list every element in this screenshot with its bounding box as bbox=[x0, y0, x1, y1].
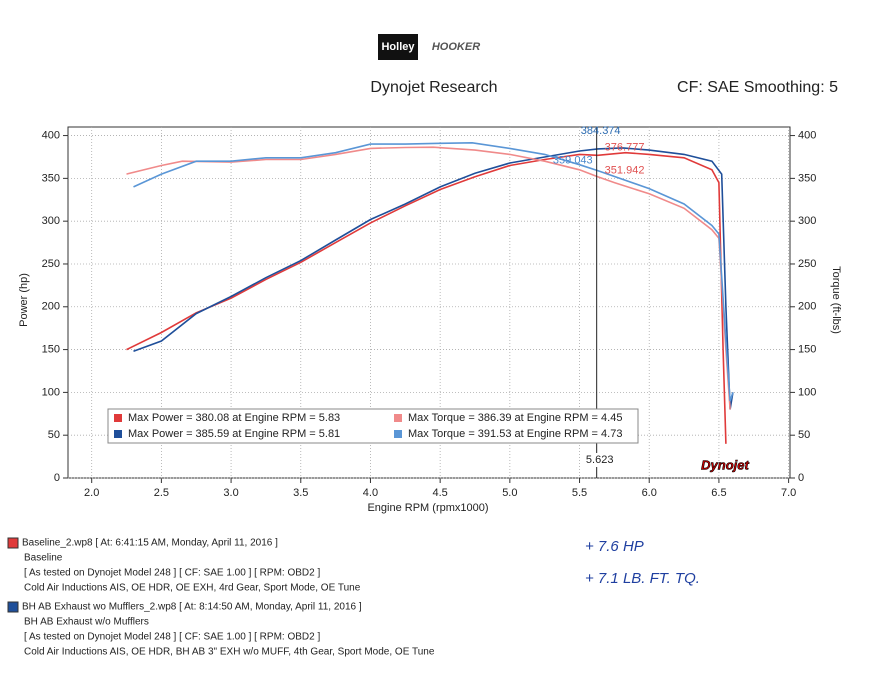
y2-tick-label: 350 bbox=[798, 172, 816, 184]
x-tick-label: 6.0 bbox=[642, 487, 657, 499]
x-tick-label: 2.0 bbox=[84, 487, 99, 499]
y-tick-label: 250 bbox=[42, 258, 60, 270]
handwritten-note: + 7.6 HP bbox=[585, 538, 644, 555]
cursor-label: 5.623 bbox=[586, 454, 614, 466]
x-tick-label: 4.5 bbox=[433, 487, 448, 499]
run-swatch bbox=[7, 601, 19, 613]
y2-tick-label: 400 bbox=[798, 129, 816, 141]
legend-swatch bbox=[114, 414, 122, 422]
cursor-value: 376.777 bbox=[605, 141, 645, 153]
y2-tick-label: 0 bbox=[798, 472, 804, 484]
y-tick-label: 50 bbox=[48, 429, 60, 441]
legend-label: Max Power = 380.08 at Engine RPM = 5.83 bbox=[128, 412, 340, 424]
y-tick-label: 100 bbox=[42, 386, 60, 398]
y2-tick-label: 300 bbox=[798, 215, 816, 227]
brand-logo: Dynojet bbox=[701, 457, 749, 472]
run-swatch bbox=[7, 537, 19, 549]
y-tick-label: 0 bbox=[54, 472, 60, 484]
series-line bbox=[126, 146, 731, 410]
y2-tick-label: 150 bbox=[798, 343, 816, 355]
run-note: Cold Air Inductions AIS, OE HDR, OE EXH,… bbox=[24, 583, 361, 594]
run-note: Baseline bbox=[24, 553, 63, 564]
y2-tick-label: 200 bbox=[798, 301, 816, 313]
cursor-value: 384.374 bbox=[581, 125, 621, 137]
series-line bbox=[133, 147, 734, 410]
legend-swatch bbox=[394, 414, 402, 422]
x-tick-label: 5.0 bbox=[502, 487, 517, 499]
run-note: [ As tested on Dynojet Model 248 ] [ CF:… bbox=[24, 632, 320, 643]
y-tick-label: 200 bbox=[42, 301, 60, 313]
legend-swatch bbox=[114, 430, 122, 438]
logo-hooker: HOOKER bbox=[432, 41, 480, 53]
legend-label: Max Torque = 391.53 at Engine RPM = 4.73 bbox=[408, 428, 622, 440]
y2-tick-label: 100 bbox=[798, 386, 816, 398]
y-tick-label: 300 bbox=[42, 215, 60, 227]
x-tick-label: 3.5 bbox=[293, 487, 308, 499]
legend-swatch bbox=[394, 430, 402, 438]
x-tick-label: 2.5 bbox=[154, 487, 169, 499]
legend-box bbox=[107, 408, 639, 444]
cursor-value: 351.942 bbox=[605, 165, 645, 177]
chart-subtitle: CF: SAE Smoothing: 5 bbox=[677, 79, 838, 96]
legend-label: Max Power = 385.59 at Engine RPM = 5.81 bbox=[128, 428, 340, 440]
x-axis-label: Engine RPM (rpmx1000) bbox=[367, 502, 488, 514]
y2-axis-label: Torque (ft-lbs) bbox=[830, 266, 842, 334]
cursor-label-bg bbox=[584, 453, 615, 467]
handwritten-note: + 7.1 LB. FT. TQ. bbox=[585, 570, 700, 587]
legend-label: Max Torque = 386.39 at Engine RPM = 4.45 bbox=[408, 412, 622, 424]
y-tick-label: 400 bbox=[42, 129, 60, 141]
run-note: Baseline_2.wp8 [ At: 6:41:15 AM, Monday,… bbox=[22, 538, 278, 549]
x-tick-label: 5.5 bbox=[572, 487, 587, 499]
y2-tick-label: 50 bbox=[798, 429, 810, 441]
run-note: [ As tested on Dynojet Model 248 ] [ CF:… bbox=[24, 568, 320, 579]
x-tick-label: 7.0 bbox=[781, 487, 796, 499]
run-note: Cold Air Inductions AIS, OE HDR, BH AB 3… bbox=[24, 647, 435, 658]
y2-tick-label: 250 bbox=[798, 258, 816, 270]
y-axis-label: Power (hp) bbox=[18, 273, 30, 327]
y-tick-label: 350 bbox=[42, 172, 60, 184]
y-tick-label: 150 bbox=[42, 343, 60, 355]
logo-holley: Holley bbox=[381, 41, 415, 53]
logo-box bbox=[378, 34, 418, 60]
x-tick-label: 3.0 bbox=[223, 487, 238, 499]
chart-title: Dynojet Research bbox=[370, 79, 497, 96]
run-notes: Baseline_2.wp8 [ At: 6:41:15 AM, Monday,… bbox=[7, 537, 435, 658]
run-note: BH AB Exhaust wo Mufflers_2.wp8 [ At: 8:… bbox=[22, 602, 362, 613]
series-line bbox=[133, 141, 734, 402]
x-tick-label: 4.0 bbox=[363, 487, 378, 499]
run-note: BH AB Exhaust w/o Mufflers bbox=[24, 617, 149, 628]
series-line bbox=[126, 151, 727, 444]
cursor-value: 359.043 bbox=[553, 155, 593, 167]
x-tick-label: 6.5 bbox=[711, 487, 726, 499]
